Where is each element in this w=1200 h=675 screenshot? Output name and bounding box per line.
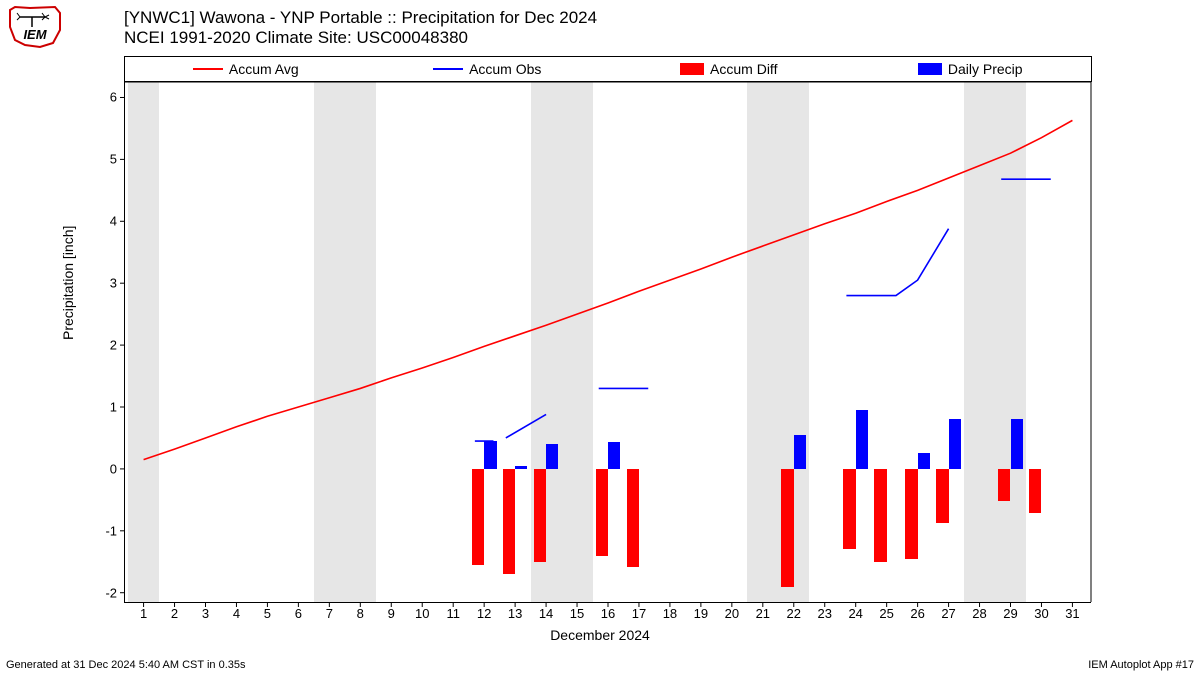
legend-label: Accum Obs: [469, 61, 541, 77]
x-tick-label: 8: [357, 602, 364, 621]
y-tick-label: 2: [110, 338, 125, 353]
legend-item: Accum Diff: [608, 61, 850, 77]
bar: [1029, 469, 1041, 514]
x-tick-label: 19: [694, 602, 708, 621]
x-tick-label: 14: [539, 602, 553, 621]
x-tick-label: 25: [879, 602, 893, 621]
legend-swatch: [433, 68, 463, 70]
legend-swatch: [918, 63, 942, 75]
x-tick-label: 15: [570, 602, 584, 621]
iem-logo: IEM: [5, 5, 65, 50]
bar: [596, 469, 608, 556]
bar: [608, 442, 620, 469]
x-tick-label: 17: [632, 602, 646, 621]
bar: [484, 441, 496, 469]
bar: [1011, 419, 1023, 469]
svg-text:IEM: IEM: [23, 27, 47, 42]
x-tick-label: 22: [787, 602, 801, 621]
y-tick-label: 6: [110, 90, 125, 105]
bar: [472, 469, 484, 565]
footer-generated: Generated at 31 Dec 2024 5:40 AM CST in …: [6, 659, 246, 671]
title-line-2: NCEI 1991-2020 Climate Site: USC00048380: [124, 28, 597, 48]
title-line-1: [YNWC1] Wawona - YNP Portable :: Precipi…: [124, 8, 597, 28]
x-tick-label: 12: [477, 602, 491, 621]
x-tick-label: 11: [446, 602, 460, 621]
x-tick-label: 23: [817, 602, 831, 621]
legend: Accum Avg Accum Obs Accum Diff Daily Precip: [124, 56, 1092, 82]
x-axis-label: December 2024: [0, 627, 1200, 643]
bar: [918, 453, 930, 468]
y-tick-label: -2: [105, 585, 125, 600]
bar: [856, 410, 868, 469]
legend-swatch: [680, 63, 704, 75]
y-tick-label: 3: [110, 276, 125, 291]
legend-item: Accum Obs: [367, 61, 609, 77]
legend-label: Daily Precip: [948, 61, 1023, 77]
x-tick-label: 10: [415, 602, 429, 621]
x-tick-label: 30: [1034, 602, 1048, 621]
legend-label: Accum Diff: [710, 61, 777, 77]
legend-label: Accum Avg: [229, 61, 299, 77]
x-tick-label: 24: [848, 602, 862, 621]
x-tick-label: 9: [388, 602, 395, 621]
y-tick-label: 5: [110, 152, 125, 167]
y-tick-label: 1: [110, 400, 125, 415]
x-tick-label: 18: [663, 602, 677, 621]
y-tick-label: 4: [110, 214, 125, 229]
x-tick-label: 5: [264, 602, 271, 621]
x-tick-label: 6: [295, 602, 302, 621]
legend-item: Accum Avg: [125, 61, 367, 77]
x-tick-label: 21: [756, 602, 770, 621]
x-tick-label: 1: [140, 602, 147, 621]
bar: [534, 469, 546, 562]
x-tick-label: 3: [202, 602, 209, 621]
bar: [546, 444, 558, 469]
footer-app: IEM Autoplot App #17: [1088, 659, 1194, 671]
legend-swatch: [193, 68, 223, 70]
bar: [627, 469, 639, 567]
x-tick-label: 28: [972, 602, 986, 621]
plot-area: -2-1012345612345678910111213141516171819…: [124, 82, 1091, 603]
bar: [503, 469, 515, 574]
bar: [515, 466, 527, 469]
chart-lines: [125, 82, 1091, 602]
x-tick-label: 29: [1003, 602, 1017, 621]
bar: [998, 469, 1010, 501]
y-tick-label: -1: [105, 523, 125, 538]
x-tick-label: 13: [508, 602, 522, 621]
bar: [781, 469, 793, 587]
x-tick-label: 27: [941, 602, 955, 621]
x-tick-label: 2: [171, 602, 178, 621]
y-tick-label: 0: [110, 461, 125, 476]
legend-item: Daily Precip: [850, 61, 1092, 77]
bar: [794, 435, 806, 469]
x-tick-label: 20: [725, 602, 739, 621]
bar: [936, 469, 948, 523]
x-tick-label: 31: [1065, 602, 1079, 621]
x-tick-label: 4: [233, 602, 240, 621]
x-tick-label: 7: [326, 602, 333, 621]
x-tick-label: 26: [910, 602, 924, 621]
x-tick-label: 16: [601, 602, 615, 621]
bar: [949, 419, 961, 469]
bar: [843, 469, 855, 549]
bar: [874, 469, 886, 562]
chart-title: [YNWC1] Wawona - YNP Portable :: Precipi…: [124, 8, 597, 48]
bar: [905, 469, 917, 559]
y-axis-label: Precipitation [inch]: [60, 226, 76, 340]
